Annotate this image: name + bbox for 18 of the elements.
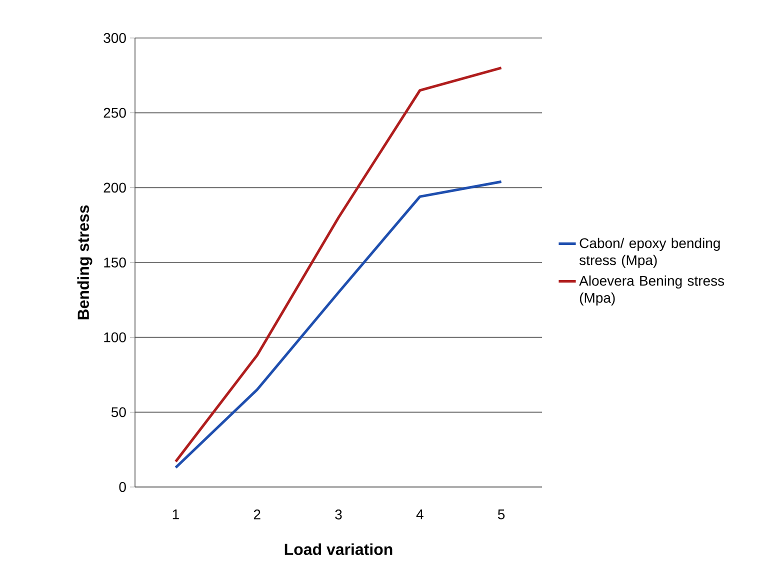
x-tick-label: 2	[254, 510, 260, 520]
y-tick-label: 200	[104, 182, 126, 193]
y-tick-label: 100	[104, 332, 126, 342]
y-tick-label: 300	[104, 33, 126, 43]
legend-label: Aloevera Bening stress (Mpa)	[579, 275, 724, 306]
x-tick-label: 3	[335, 510, 342, 520]
legend-label: Cabon/ epoxy bending stress (Mpa)	[579, 238, 720, 268]
y-axis-title: Bending stress	[77, 205, 92, 320]
y-tick-label: 50	[111, 407, 126, 418]
y-tick-label: 250	[104, 108, 126, 118]
y-tick-label: 150	[104, 258, 126, 268]
line-series	[174, 66, 503, 463]
line-series	[174, 180, 503, 469]
x-axis-title: Load variation	[284, 543, 392, 556]
x-tick-label: 4	[416, 510, 424, 520]
y-tick-label: 0	[119, 482, 126, 492]
x-tick-label: 1	[172, 510, 179, 520]
x-tick-label: 5	[498, 510, 505, 520]
